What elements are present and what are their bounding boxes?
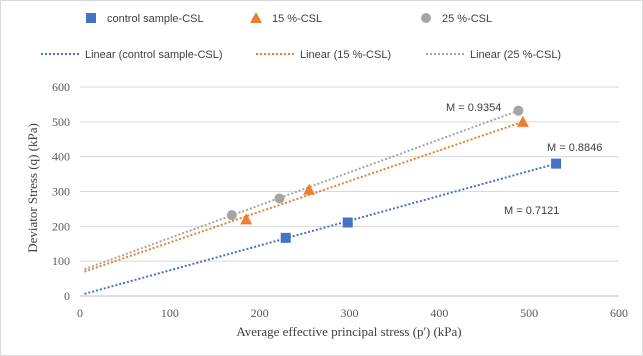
legend-label-control-sample-csl: control sample-CSL (107, 13, 204, 25)
legend-label-linear-15-csl: Linear (15 %-CSL) (300, 49, 391, 61)
x-tick-label-200: 200 (251, 306, 269, 320)
slope-annotation-2: M = 0.7121 (504, 205, 559, 217)
legend-label-linear-control-sample-csl: Linear (control sample-CSL) (85, 49, 223, 61)
trendline-control-sample-csl (84, 162, 557, 295)
slope-annotation-0: M = 0.9354 (446, 102, 501, 114)
point-control-sample-csl-2 (551, 158, 562, 169)
point-15-csl-2 (516, 115, 529, 127)
legend-marker-15-csl (250, 12, 262, 23)
gridlines (80, 86, 619, 262)
x-tick-label-500: 500 (520, 306, 538, 320)
point-25-csl-2 (513, 105, 524, 116)
y-tick-label-600: 600 (52, 80, 70, 94)
y-axis-title: Deviator Stress (q) (kPa) (25, 123, 40, 253)
legend-marker-control-sample-csl (86, 13, 96, 23)
x-tick-label-600: 600 (610, 306, 628, 320)
data-points (226, 105, 562, 243)
y-tick-label-200: 200 (52, 219, 70, 233)
point-control-sample-csl-1 (342, 217, 353, 228)
point-25-csl-0 (226, 210, 237, 221)
x-tick-label-0: 0 (77, 306, 83, 320)
point-control-sample-csl-0 (280, 232, 291, 243)
y-tick-label-500: 500 (52, 115, 70, 129)
trendline-25-csl (84, 109, 519, 271)
annotations: M = 0.9354 M = 0.8846 M = 0.7121 (446, 102, 602, 217)
x-axis-title: Average effective principal stress (p') … (236, 324, 461, 339)
legend: control sample-CSL Linear (control sample… (41, 12, 561, 61)
axes: 0 100 200 300 400 500 600 0 100 200 300 400 500 600 (52, 80, 628, 320)
x-tick-label-300: 300 (341, 306, 359, 320)
x-tick-label-400: 400 (430, 306, 448, 320)
trendlines (84, 109, 557, 295)
legend-label-15-csl: 15 %-CSL (272, 13, 322, 25)
point-25-csl-1 (274, 193, 285, 204)
y-tick-label-0: 0 (64, 289, 70, 303)
trendline-15-csl (84, 120, 524, 273)
x-tick-label-100: 100 (161, 306, 179, 320)
point-15-csl-0 (240, 213, 253, 225)
legend-marker-25-csl (421, 13, 431, 23)
y-tick-label-100: 100 (52, 254, 70, 268)
legend-label-25-csl: 25 %-CSL (442, 13, 492, 25)
y-tick-label-400: 400 (52, 150, 70, 164)
slope-annotation-1: M = 0.8846 (547, 142, 602, 154)
y-tick-label-300: 300 (52, 185, 70, 199)
point-15-csl-1 (303, 183, 316, 195)
legend-label-linear-25-csl: Linear (25 %-CSL) (470, 49, 561, 61)
